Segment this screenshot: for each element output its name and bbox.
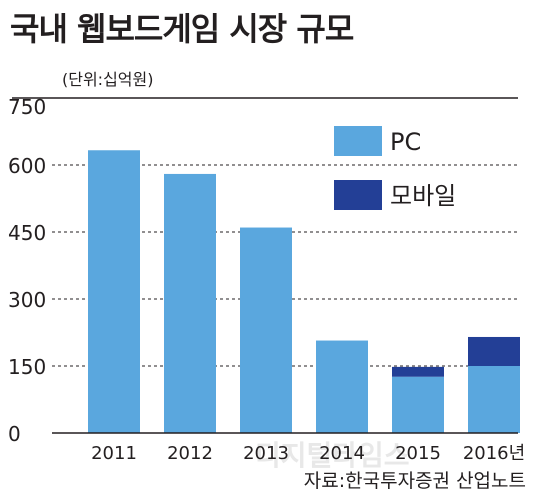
watermark: 디지털타임스 xyxy=(255,439,410,472)
bar-pc xyxy=(88,150,140,433)
source-note: 자료:한국투자증권 산업노트 xyxy=(303,470,526,492)
x-tick-label: 2011 xyxy=(91,443,137,464)
y-tick-label: 450 xyxy=(8,221,46,245)
legend-swatch-pc xyxy=(334,126,382,156)
bar-pc xyxy=(164,173,216,433)
y-tick-label: 300 xyxy=(8,288,46,312)
x-tick-label: 2016년 xyxy=(463,443,525,464)
y-tick-label: 750 xyxy=(8,95,46,119)
x-tick-label: 2014 xyxy=(319,443,365,464)
bar-mobile xyxy=(468,336,520,366)
bar-pc xyxy=(392,376,444,433)
legend-label-pc: PC xyxy=(390,128,421,156)
y-tick-label: 0 xyxy=(8,422,21,446)
x-tick-label: 2013 xyxy=(243,443,289,464)
bar-pc xyxy=(240,227,292,433)
bar-mobile xyxy=(392,366,444,377)
legend-label-mobile: 모바일 xyxy=(390,182,456,210)
bar-pc xyxy=(316,340,368,433)
x-tick-label: 2015 xyxy=(395,443,441,464)
bar-pc xyxy=(468,366,520,433)
y-tick-label: 600 xyxy=(8,154,46,178)
chart-title: 국내 웹보드게임 시장 규모 xyxy=(10,10,354,48)
y-tick-label: 150 xyxy=(8,355,46,379)
x-tick-label: 2012 xyxy=(167,443,213,464)
unit-note: (단위:십억원) xyxy=(62,70,154,89)
legend-swatch-mobile xyxy=(334,180,382,210)
